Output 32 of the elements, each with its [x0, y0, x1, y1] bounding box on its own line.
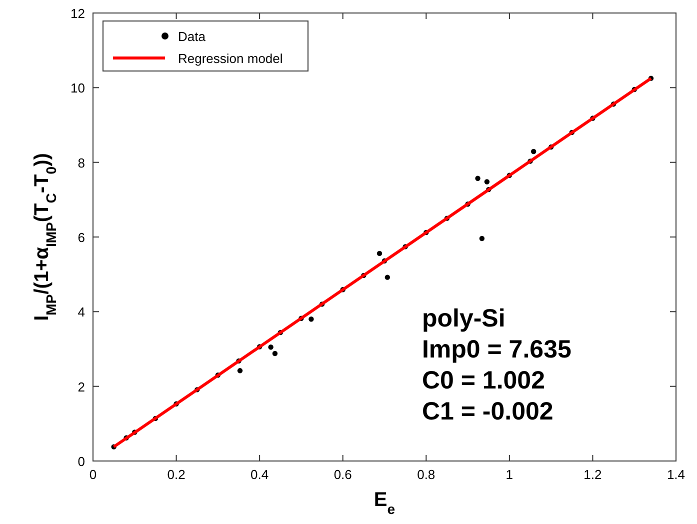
- point: [475, 176, 480, 181]
- y-tick-label: 6: [78, 230, 85, 245]
- y-tick-label: 8: [78, 155, 85, 170]
- point: [272, 350, 278, 356]
- x-tick-label: 1.2: [584, 467, 602, 482]
- y-tick-label: 4: [78, 304, 85, 320]
- annotation: C1 = -0.002: [422, 398, 554, 426]
- point: [384, 274, 390, 280]
- point: [237, 368, 243, 374]
- x-tick-label: 0: [89, 467, 97, 482]
- x-tick-label: 1: [506, 467, 514, 482]
- y-tick-label: 12: [70, 6, 85, 21]
- annotation: poly-Si: [422, 304, 506, 333]
- point: [484, 179, 490, 184]
- legend-label: Data: [178, 29, 206, 44]
- legend-label: Regression model: [178, 51, 283, 66]
- x-tick-label: 0.2: [167, 467, 186, 482]
- annotation: Imp0 = 7.635: [422, 336, 572, 364]
- y-tick-label: 10: [70, 80, 85, 96]
- point: [308, 316, 314, 322]
- point: [376, 250, 382, 256]
- x-tick-label: 0.6: [334, 467, 352, 482]
- point: [530, 148, 536, 154]
- y-tick-label: 2: [78, 379, 85, 394]
- point: [268, 344, 274, 350]
- point: [479, 236, 485, 242]
- annotation: C0 = 1.002: [422, 366, 545, 395]
- x-tick-label: 0.4: [250, 467, 269, 482]
- x-axis-title: E$_{e}$: [374, 489, 396, 517]
- x-tick-label: 1.4: [666, 467, 686, 482]
- x-tick-label: 0.8: [417, 467, 436, 482]
- y-tick-label: 0: [78, 454, 85, 469]
